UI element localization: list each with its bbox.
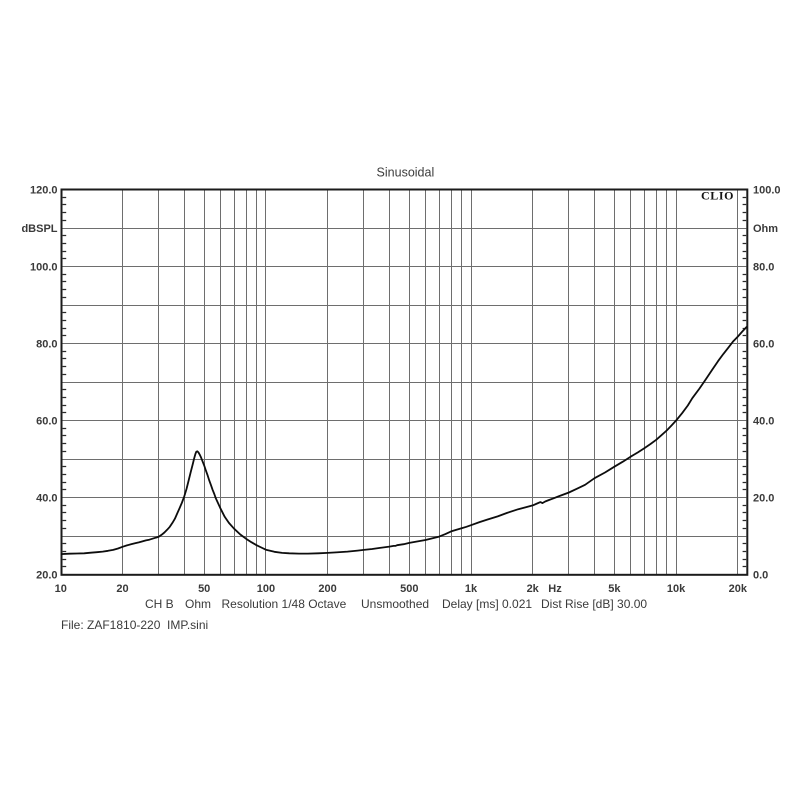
svg-text:80.0: 80.0: [753, 262, 774, 274]
svg-text:Delay [ms] 0.021: Delay [ms] 0.021: [442, 597, 532, 611]
svg-text:10k: 10k: [667, 583, 686, 595]
svg-text:80.0: 80.0: [36, 339, 57, 351]
svg-text:100.0: 100.0: [753, 185, 781, 197]
svg-text:200: 200: [318, 583, 336, 595]
svg-text:40.0: 40.0: [36, 493, 57, 505]
svg-text:Unsmoothed: Unsmoothed: [361, 597, 429, 611]
svg-text:CLIO: CLIO: [701, 189, 734, 203]
svg-text:50: 50: [198, 583, 210, 595]
svg-text:Dist Rise [dB] 30.00: Dist Rise [dB] 30.00: [541, 597, 647, 611]
svg-text:Resolution 1/48 Octave: Resolution 1/48 Octave: [222, 597, 347, 611]
svg-text:10: 10: [55, 583, 67, 595]
svg-text:Sinusoidal: Sinusoidal: [377, 166, 435, 180]
svg-text:dBSPL: dBSPL: [21, 223, 57, 235]
svg-text:40.0: 40.0: [753, 416, 774, 428]
svg-text:20.0: 20.0: [36, 570, 57, 582]
svg-text:2k: 2k: [527, 583, 540, 595]
svg-text:100.0: 100.0: [30, 262, 58, 274]
svg-text:5k: 5k: [608, 583, 621, 595]
svg-text:60.0: 60.0: [753, 339, 774, 351]
svg-text:File: ZAF1810-220 IMP.sini: File: ZAF1810-220 IMP.sini: [61, 618, 208, 632]
svg-text:0.0: 0.0: [753, 570, 768, 582]
svg-text:20k: 20k: [729, 583, 748, 595]
svg-text:Ohm: Ohm: [753, 223, 778, 235]
svg-text:CH B: CH B: [145, 597, 174, 611]
svg-text:500: 500: [400, 583, 418, 595]
svg-text:100: 100: [257, 583, 275, 595]
svg-text:20.0: 20.0: [753, 493, 774, 505]
svg-text:Hz: Hz: [548, 583, 562, 595]
svg-text:Ohm: Ohm: [185, 597, 211, 611]
svg-text:60.0: 60.0: [36, 416, 57, 428]
svg-text:1k: 1k: [465, 583, 478, 595]
svg-text:20: 20: [116, 583, 128, 595]
svg-text:120.0: 120.0: [30, 185, 58, 197]
